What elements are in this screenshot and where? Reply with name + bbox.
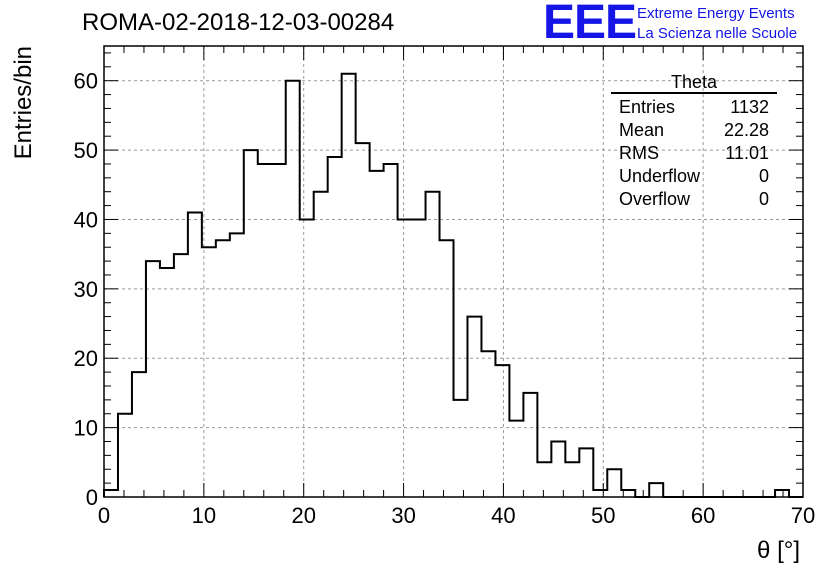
- stats-label: RMS: [619, 143, 659, 163]
- y-axis-label: Entries/bin: [10, 46, 37, 159]
- chart-title: ROMA-02-2018-12-03-00284: [82, 9, 395, 36]
- eee-logo: EEE: [543, 0, 637, 49]
- y-tick-label: 0: [86, 485, 98, 510]
- stats-value: 0: [758, 189, 769, 209]
- x-tick-labels: 0 10 20 30 40 50 60 70: [98, 503, 815, 528]
- x-tick-label: 60: [691, 503, 715, 528]
- axis-ticks: [103, 46, 804, 498]
- stats-value: 11.01: [725, 143, 769, 163]
- logo-line-2: La Scienza nelle Scuole: [637, 25, 798, 42]
- y-tick-label: 60: [74, 69, 98, 94]
- stats-label: Entries: [619, 97, 676, 117]
- logo-caption: Extreme Energy Events La Scienza nelle S…: [637, 4, 797, 44]
- y-tick-label: 40: [74, 207, 98, 232]
- x-tick-label: 50: [591, 503, 615, 528]
- stats-label: Underflow: [619, 166, 701, 186]
- x-tick-label: 70: [791, 503, 815, 528]
- stats-label: Overflow: [619, 189, 691, 209]
- stats-title: Theta: [611, 72, 777, 94]
- stats-box: Theta Entries 1132 Mean 22.28 RMS 11.01 …: [611, 72, 777, 211]
- plot-frame: [103, 45, 804, 498]
- stats-value: 0: [758, 166, 769, 186]
- x-tick-label: 20: [291, 503, 315, 528]
- stats-row-underflow: Underflow 0: [611, 165, 777, 188]
- stats-label: Mean: [619, 120, 665, 140]
- logo-line-1: Extreme Energy Events: [637, 5, 795, 22]
- y-tick-labels: 0 10 20 30 40 50 60: [74, 69, 98, 510]
- stats-value: 22.28: [723, 120, 769, 140]
- y-tick-label: 10: [74, 416, 98, 441]
- stats-value: 1132: [730, 97, 769, 117]
- stats-row-rms: RMS 11.01: [611, 142, 777, 165]
- y-tick-label: 30: [74, 277, 98, 302]
- x-tick-label: 40: [491, 503, 515, 528]
- x-tick-label: 10: [192, 503, 216, 528]
- x-axis-label: θ [°]: [757, 537, 800, 564]
- y-tick-label: 50: [74, 138, 98, 163]
- stats-row-mean: Mean 22.28: [611, 119, 777, 142]
- x-tick-label: 30: [391, 503, 415, 528]
- stats-row-overflow: Overflow 0: [611, 188, 777, 211]
- stats-row-entries: Entries 1132: [611, 96, 777, 119]
- y-tick-label: 20: [74, 346, 98, 371]
- x-tick-label: 0: [98, 503, 110, 528]
